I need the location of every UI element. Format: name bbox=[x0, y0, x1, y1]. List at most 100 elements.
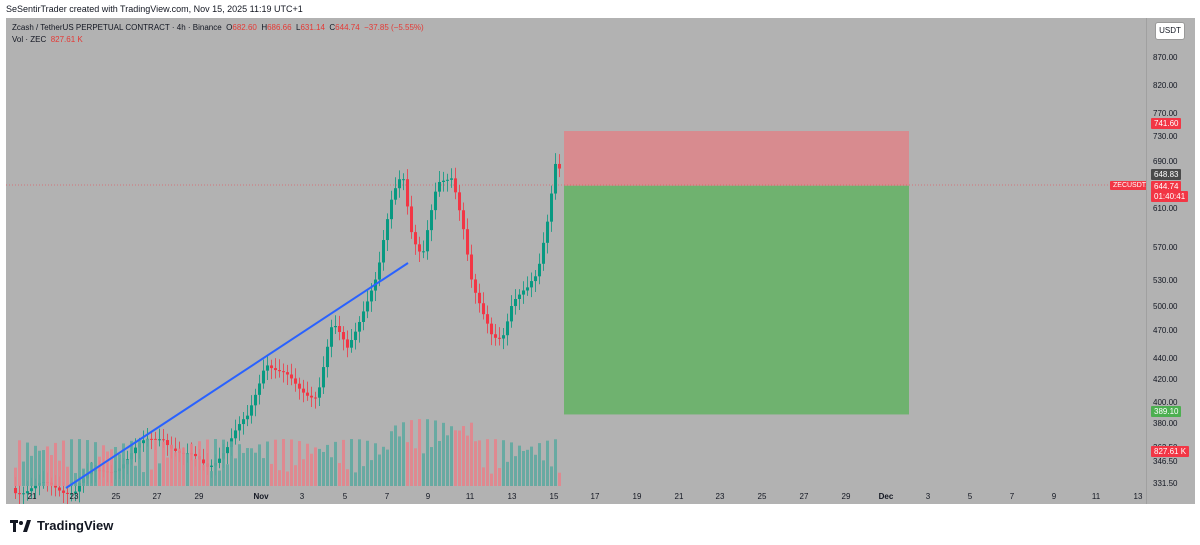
candle-body bbox=[430, 210, 433, 231]
candle-body bbox=[506, 321, 509, 336]
candle-body bbox=[546, 221, 549, 243]
volume-bar bbox=[122, 443, 125, 486]
time-tick-label: 11 bbox=[465, 492, 475, 501]
candle-body bbox=[314, 397, 317, 399]
price-tick-label: 610.00 bbox=[1153, 204, 1178, 213]
volume-bar bbox=[162, 441, 165, 486]
candle-body bbox=[294, 378, 297, 384]
volume-bar bbox=[90, 462, 93, 486]
volume-bar bbox=[426, 419, 429, 486]
candle-body bbox=[522, 290, 525, 295]
candle-body bbox=[474, 279, 477, 293]
volume-bar bbox=[130, 440, 133, 486]
volume-bar bbox=[326, 444, 329, 486]
price-tick-label: 440.00 bbox=[1153, 354, 1178, 363]
volume-bar bbox=[26, 442, 29, 486]
currency-button[interactable]: USDT bbox=[1155, 22, 1185, 40]
volume-bar bbox=[450, 426, 453, 486]
time-tick-label: 13 bbox=[1133, 492, 1143, 501]
volume-bar bbox=[310, 453, 313, 486]
candle-body bbox=[286, 372, 289, 375]
price-tick-label: 331.50 bbox=[1153, 479, 1178, 488]
candle-body bbox=[438, 181, 441, 192]
volume-bar bbox=[46, 446, 49, 486]
candle-body bbox=[254, 394, 257, 406]
price-plot[interactable]: Zcash / TetherUS PERPETUAL CONTRACT · 4h… bbox=[6, 18, 1146, 504]
volume-bar bbox=[478, 440, 481, 486]
price-tick-label: 420.00 bbox=[1153, 375, 1178, 384]
price-tick-label: 770.00 bbox=[1153, 109, 1178, 118]
volume-bar bbox=[350, 439, 353, 486]
volume-bar bbox=[422, 453, 425, 486]
symbol-description: Zcash / TetherUS PERPETUAL CONTRACT · 4h… bbox=[12, 23, 222, 32]
time-tick-label: 23 bbox=[715, 492, 725, 501]
volume-bar bbox=[494, 439, 497, 486]
take-profit-zone bbox=[564, 185, 909, 415]
price-axis[interactable]: USDT 870.00820.00770.00730.00690.00650.0… bbox=[1146, 18, 1195, 504]
tradingview-logo-icon bbox=[10, 519, 31, 532]
candle-body bbox=[54, 484, 57, 488]
candle-body bbox=[418, 244, 421, 252]
volume-bar bbox=[70, 439, 73, 486]
volume-bar bbox=[182, 447, 185, 486]
volume-bar bbox=[254, 452, 257, 486]
volume-bar bbox=[18, 440, 21, 486]
time-tick-label: 9 bbox=[425, 492, 431, 501]
chart-legend: Zcash / TetherUS PERPETUAL CONTRACT · 4h… bbox=[12, 23, 424, 44]
candle-body bbox=[518, 294, 521, 299]
candle-body bbox=[410, 206, 413, 233]
candle-body bbox=[458, 192, 461, 211]
volume-bar bbox=[538, 443, 541, 486]
volume-bar bbox=[62, 440, 65, 486]
volume-bar bbox=[58, 460, 61, 486]
volume-bar bbox=[302, 459, 305, 486]
low-value: 631.14 bbox=[300, 23, 325, 32]
volume-bar bbox=[418, 419, 421, 486]
volume-bar bbox=[386, 449, 389, 486]
candle-body bbox=[558, 163, 561, 169]
candle-body bbox=[402, 179, 405, 181]
time-tick-label: 25 bbox=[757, 492, 767, 501]
candle-body bbox=[526, 287, 529, 291]
chart-area[interactable]: Zcash / TetherUS PERPETUAL CONTRACT · 4h… bbox=[6, 18, 1195, 504]
time-tick-label: 5 bbox=[342, 492, 348, 501]
tradingview-logo[interactable]: TradingView bbox=[10, 518, 113, 533]
candle-body bbox=[338, 326, 341, 333]
price-tick-label: 690.00 bbox=[1153, 157, 1178, 166]
time-tick-label: 15 bbox=[549, 492, 559, 501]
volume-bar bbox=[486, 439, 489, 486]
volume-bar bbox=[338, 463, 341, 486]
volume-bar bbox=[250, 448, 253, 486]
candle-body bbox=[342, 332, 345, 340]
volume-bar bbox=[66, 466, 69, 486]
candle-body bbox=[226, 447, 229, 454]
candle-body bbox=[330, 327, 333, 347]
candle-body bbox=[490, 323, 493, 335]
candle-body bbox=[358, 321, 361, 332]
volume-bar bbox=[110, 449, 113, 486]
volume-bar bbox=[482, 467, 485, 486]
volume-bar bbox=[502, 440, 505, 486]
price-tick-label: 380.00 bbox=[1153, 419, 1178, 428]
price-tick-label: 400.00 bbox=[1153, 398, 1178, 407]
volume-bar bbox=[522, 450, 525, 486]
time-tick-label: 29 bbox=[841, 492, 851, 501]
candle-body bbox=[486, 314, 489, 324]
candlestick-chart[interactable] bbox=[6, 18, 1146, 504]
candle-body bbox=[422, 251, 425, 253]
candle-body bbox=[162, 439, 165, 441]
volume-bar bbox=[394, 425, 397, 486]
volume-bar bbox=[246, 448, 249, 486]
candle-body bbox=[142, 440, 145, 444]
volume-bar bbox=[286, 471, 289, 486]
volume-bar bbox=[398, 436, 401, 486]
candle-body bbox=[290, 374, 293, 379]
volume-bar bbox=[14, 467, 17, 486]
volume-bar bbox=[362, 466, 365, 486]
volume-bar bbox=[234, 458, 237, 486]
volume-bar bbox=[186, 453, 189, 486]
candle-body bbox=[450, 178, 453, 180]
time-tick-label: Nov bbox=[253, 492, 269, 501]
candle-body bbox=[502, 335, 505, 339]
volume-bar bbox=[198, 441, 201, 486]
